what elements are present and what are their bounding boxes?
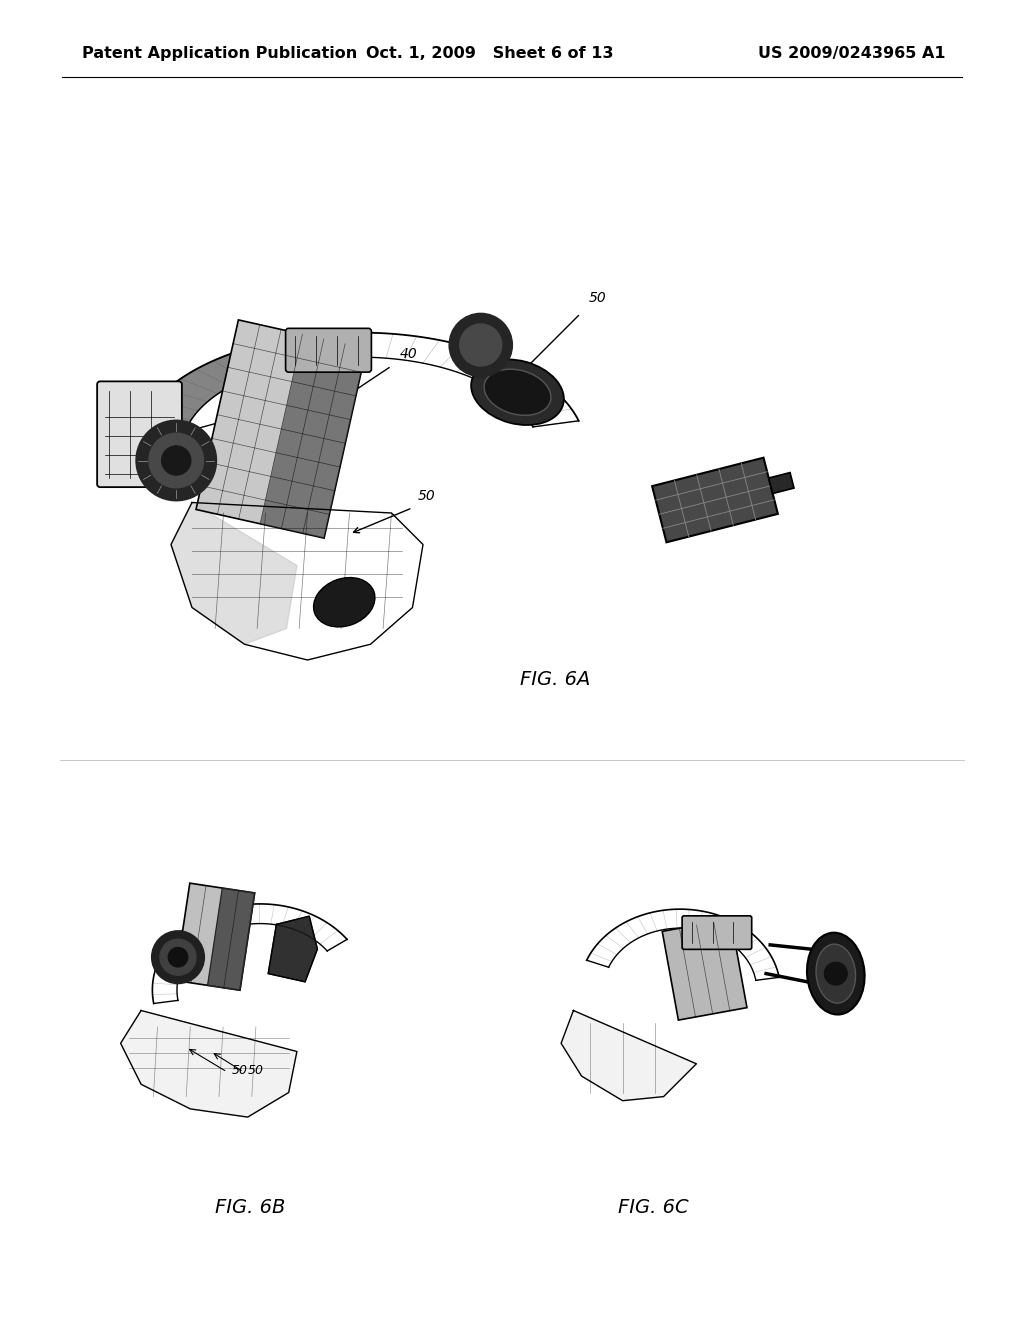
- FancyBboxPatch shape: [682, 916, 752, 949]
- Polygon shape: [260, 334, 367, 539]
- Polygon shape: [121, 1011, 297, 1117]
- Polygon shape: [268, 916, 317, 982]
- FancyBboxPatch shape: [286, 329, 372, 372]
- Ellipse shape: [471, 359, 564, 425]
- Circle shape: [148, 433, 204, 488]
- Polygon shape: [663, 919, 746, 1020]
- Text: FIG. 6A: FIG. 6A: [520, 671, 591, 689]
- Text: FIG. 6C: FIG. 6C: [618, 1199, 688, 1217]
- Polygon shape: [196, 319, 367, 539]
- Ellipse shape: [807, 933, 864, 1015]
- Text: 50: 50: [231, 1064, 248, 1077]
- Polygon shape: [141, 334, 332, 426]
- Circle shape: [136, 421, 216, 500]
- Text: Patent Application Publication: Patent Application Publication: [82, 46, 357, 61]
- Ellipse shape: [816, 944, 856, 1003]
- Text: 50: 50: [418, 488, 435, 503]
- Polygon shape: [175, 883, 255, 990]
- Text: 50: 50: [240, 401, 257, 416]
- Ellipse shape: [484, 370, 551, 416]
- FancyBboxPatch shape: [97, 381, 182, 487]
- Circle shape: [824, 962, 847, 985]
- Circle shape: [152, 931, 204, 983]
- Polygon shape: [171, 503, 297, 644]
- Text: 50: 50: [589, 292, 606, 305]
- Circle shape: [160, 939, 196, 975]
- Text: 8: 8: [297, 465, 306, 479]
- Circle shape: [162, 446, 190, 475]
- Text: US 2009/0243965 A1: US 2009/0243965 A1: [758, 46, 945, 61]
- Circle shape: [460, 323, 502, 366]
- Circle shape: [450, 314, 512, 376]
- Text: 40: 40: [400, 347, 418, 360]
- Text: FIG. 6B: FIG. 6B: [215, 1199, 286, 1217]
- Polygon shape: [208, 888, 255, 990]
- Polygon shape: [769, 473, 794, 494]
- Text: 50: 50: [248, 1064, 264, 1077]
- Text: Oct. 1, 2009   Sheet 6 of 13: Oct. 1, 2009 Sheet 6 of 13: [367, 46, 613, 61]
- Circle shape: [168, 948, 187, 968]
- Polygon shape: [652, 458, 778, 543]
- Polygon shape: [561, 1011, 696, 1101]
- Ellipse shape: [313, 578, 375, 627]
